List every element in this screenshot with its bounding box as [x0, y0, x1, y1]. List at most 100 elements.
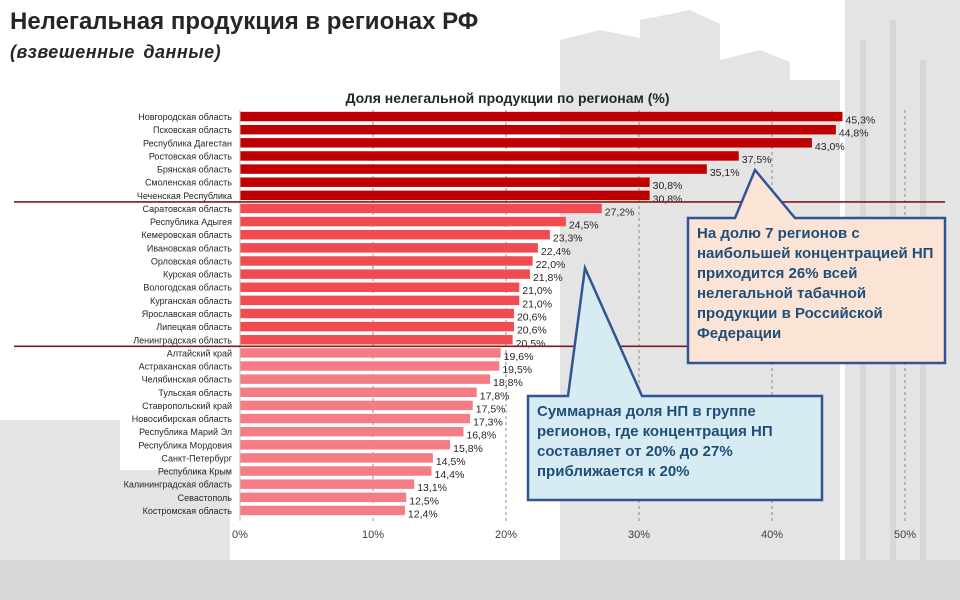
category-label: Саратовская область	[143, 204, 233, 214]
chart-title: Доля нелегальной продукции по регионам (…	[345, 90, 669, 106]
value-label: 19,5%	[502, 364, 532, 376]
value-label: 23,3%	[553, 233, 583, 245]
value-label: 37,5%	[742, 154, 772, 166]
value-label: 13,1%	[417, 482, 447, 494]
x-tick-label: 50%	[894, 529, 916, 541]
bar	[240, 505, 405, 516]
bar	[240, 479, 415, 489]
bar	[240, 348, 501, 358]
category-label: Курганская область	[150, 296, 232, 306]
bar	[240, 387, 477, 398]
callout-middle-box	[526, 263, 824, 502]
category-label: Алтайский край	[167, 348, 232, 358]
category-label: Вологодская область	[143, 283, 232, 293]
bar	[240, 400, 473, 411]
value-label: 20,5%	[516, 338, 546, 350]
value-label: 27,2%	[605, 206, 635, 218]
category-label: Астраханская область	[139, 362, 233, 372]
category-label: Псковская область	[153, 125, 232, 135]
category-label: Смоленская область	[145, 178, 232, 188]
x-tick-label: 0%	[232, 529, 248, 541]
category-label: Новосибирская область	[132, 414, 233, 424]
value-label: 14,4%	[435, 469, 465, 481]
category-label: Ростовская область	[149, 151, 232, 161]
category-label: Костромская область	[143, 506, 233, 516]
page-title: Нелегальная продукция в регионах РФ	[10, 8, 479, 35]
bar	[240, 426, 464, 437]
category-label: Республика Крым	[158, 467, 232, 477]
value-label: 45,3%	[845, 115, 875, 127]
category-label: Санкт-Петербург	[161, 453, 232, 463]
callout-middle: Суммарная доля НП в группе регионов, где…	[537, 403, 773, 480]
bar	[240, 111, 843, 122]
bar	[240, 361, 500, 371]
bar	[240, 243, 538, 253]
category-label: Калининградская область	[124, 480, 233, 490]
bar	[240, 492, 407, 503]
value-label: 17,3%	[473, 417, 503, 429]
x-tick-label: 20%	[495, 529, 517, 541]
page-subtitle: (взвешенные данные)	[10, 42, 222, 62]
category-label: Ярославская область	[142, 309, 233, 319]
value-label: 14,5%	[436, 456, 466, 468]
bar	[240, 151, 739, 161]
category-label: Липецкая область	[156, 322, 232, 332]
x-tick-label: 10%	[362, 529, 384, 541]
category-label: Республика Марий Эл	[139, 427, 232, 437]
bar	[240, 164, 707, 174]
value-label: 24,5%	[569, 220, 599, 232]
value-label: 20,6%	[517, 312, 547, 324]
category-label: Курская область	[163, 270, 232, 280]
callout-top-right-text: На долю 7 регионов с наибольшей концентр…	[697, 225, 934, 342]
value-label: 35,1%	[710, 167, 740, 179]
category-label: Орловская область	[151, 256, 232, 266]
value-label: 15,8%	[453, 443, 483, 455]
category-label: Севастополь	[178, 493, 233, 503]
bar	[240, 138, 812, 148]
callout-middle-text: Суммарная доля НП в группе регионов, где…	[537, 403, 773, 480]
value-label: 20,6%	[517, 325, 547, 337]
value-label: 21,8%	[533, 272, 563, 284]
category-label: Ленинградская область	[133, 335, 232, 345]
bar	[240, 216, 566, 227]
category-label: Брянская область	[157, 165, 232, 175]
callout-top-right: На долю 7 регионов с наибольшей концентр…	[697, 225, 934, 342]
value-label: 43,0%	[815, 141, 845, 153]
bar	[240, 295, 520, 306]
value-label: 17,8%	[480, 390, 510, 402]
category-label: Чеченская Республика	[137, 191, 232, 201]
value-label: 19,6%	[504, 351, 534, 363]
bar	[240, 190, 650, 201]
callout-top-right-box	[686, 167, 947, 365]
bar	[240, 440, 451, 450]
category-label: Кемеровская область	[142, 230, 233, 240]
bar	[240, 203, 602, 214]
x-tick-label: 30%	[628, 529, 650, 541]
bar	[240, 177, 650, 187]
category-label: Челябинская область	[142, 375, 233, 385]
value-label: 16,8%	[466, 430, 496, 442]
bar	[240, 229, 550, 240]
value-label: 22,4%	[541, 246, 571, 258]
value-label: 18,8%	[493, 377, 523, 389]
value-label: 22,0%	[536, 259, 566, 271]
bar	[240, 466, 432, 476]
bar	[240, 335, 513, 345]
category-label: Новгородская область	[138, 112, 232, 122]
bar	[240, 124, 836, 135]
bar	[240, 374, 491, 384]
value-label: 30,8%	[653, 180, 683, 192]
value-label: 12,5%	[409, 495, 439, 507]
bar	[240, 321, 514, 332]
bar	[240, 413, 471, 424]
category-label: Республика Адыгея	[150, 217, 232, 227]
value-label: 21,0%	[522, 298, 552, 310]
value-label: 44,8%	[839, 128, 869, 140]
bar	[240, 269, 530, 279]
x-tick-label: 40%	[761, 529, 783, 541]
bar	[240, 308, 514, 319]
bar	[240, 282, 520, 292]
value-label: 21,0%	[522, 285, 552, 297]
category-label: Ставропольский край	[142, 401, 232, 411]
